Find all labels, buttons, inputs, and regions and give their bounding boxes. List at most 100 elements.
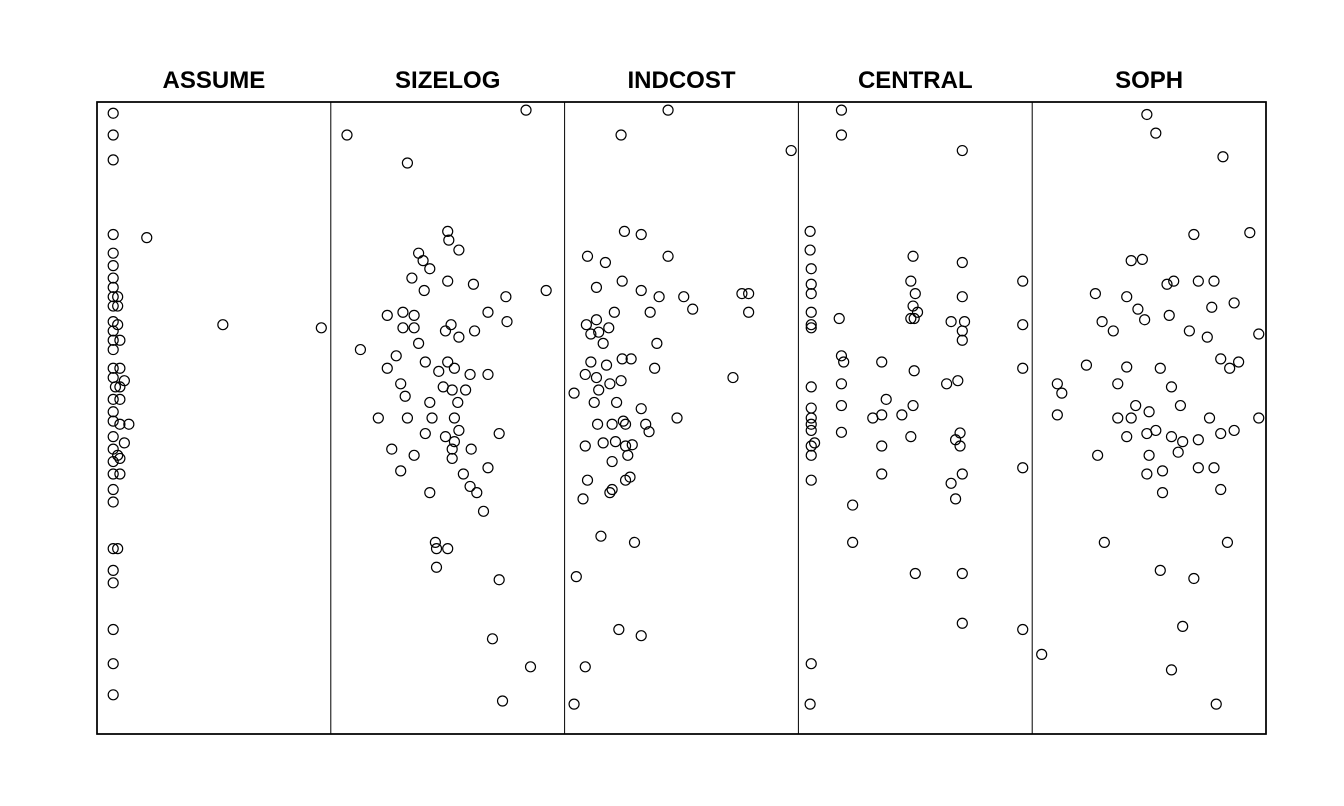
data-point (1122, 432, 1132, 442)
data-point (1018, 320, 1028, 330)
data-point (108, 690, 118, 700)
data-point (1155, 565, 1165, 575)
data-point (906, 276, 916, 286)
data-point (571, 572, 581, 582)
data-point (447, 385, 457, 395)
data-point (1126, 413, 1136, 423)
data-point (581, 320, 591, 330)
data-point (1166, 382, 1176, 392)
data-point (108, 407, 118, 417)
data-point (605, 488, 615, 498)
data-point (806, 264, 816, 274)
data-point (1245, 228, 1255, 238)
data-point (1229, 425, 1239, 435)
data-point (614, 624, 624, 634)
data-point (1018, 276, 1028, 286)
data-point (627, 440, 637, 450)
data-point (652, 338, 662, 348)
data-point (1099, 537, 1109, 547)
data-point (604, 323, 614, 333)
data-point (594, 385, 604, 395)
data-point (806, 403, 816, 413)
data-point (108, 261, 118, 271)
data-point (402, 158, 412, 168)
data-point (877, 357, 887, 367)
data-point (1037, 649, 1047, 659)
data-point (398, 307, 408, 317)
data-point (454, 425, 464, 435)
data-point (806, 659, 816, 669)
data-point (427, 413, 437, 423)
data-point (218, 320, 228, 330)
data-point (877, 441, 887, 451)
data-point (1158, 488, 1168, 498)
data-point (108, 155, 118, 165)
data-point (453, 397, 463, 407)
data-point (623, 450, 633, 460)
data-point (115, 469, 125, 479)
data-point (583, 475, 593, 485)
data-point (910, 289, 920, 299)
data-point (580, 369, 590, 379)
data-point (805, 245, 815, 255)
data-point (654, 292, 664, 302)
data-point (1211, 699, 1221, 709)
data-point (946, 317, 956, 327)
data-point (1193, 435, 1203, 445)
data-point (494, 575, 504, 585)
data-point (1052, 410, 1062, 420)
data-point (591, 282, 601, 292)
data-point (630, 537, 640, 547)
data-point (1173, 447, 1183, 457)
data-point (1229, 298, 1239, 308)
data-point (479, 506, 489, 516)
data-point (1202, 332, 1212, 342)
data-point (836, 351, 846, 361)
data-point (848, 537, 858, 547)
data-point (663, 105, 673, 115)
data-point (636, 230, 646, 240)
data-point (1184, 326, 1194, 336)
data-point (609, 307, 619, 317)
data-point (636, 404, 646, 414)
data-point (1093, 450, 1103, 460)
data-point (957, 258, 967, 268)
data-point (387, 444, 397, 454)
data-point (382, 363, 392, 373)
data-point (951, 494, 961, 504)
data-point (848, 500, 858, 510)
data-point (447, 453, 457, 463)
data-point (1205, 413, 1215, 423)
data-point (1140, 315, 1150, 325)
data-point (458, 469, 468, 479)
panel-title: ASSUME (163, 67, 266, 94)
data-point (1222, 537, 1232, 547)
data-point (454, 332, 464, 342)
data-point (1081, 360, 1091, 370)
data-point (434, 366, 444, 376)
data-point (1216, 485, 1226, 495)
data-point (834, 313, 844, 323)
data-point (1113, 379, 1123, 389)
data-point (580, 441, 590, 451)
data-point (1209, 463, 1219, 473)
data-point (806, 289, 816, 299)
data-point (909, 366, 919, 376)
data-point (1090, 289, 1100, 299)
data-point (806, 450, 816, 460)
data-point (836, 401, 846, 411)
data-point (483, 369, 493, 379)
data-point (908, 251, 918, 261)
data-point (593, 419, 603, 429)
data-point (1189, 573, 1199, 583)
data-point (1122, 292, 1132, 302)
data-point (1142, 109, 1152, 119)
data-point (1144, 407, 1154, 417)
data-point (650, 363, 660, 373)
data-point (1193, 463, 1203, 473)
data-point (396, 466, 406, 476)
data-point (396, 379, 406, 389)
data-point (957, 292, 967, 302)
panel-title: CENTRAL (858, 67, 973, 94)
data-point (805, 699, 815, 709)
